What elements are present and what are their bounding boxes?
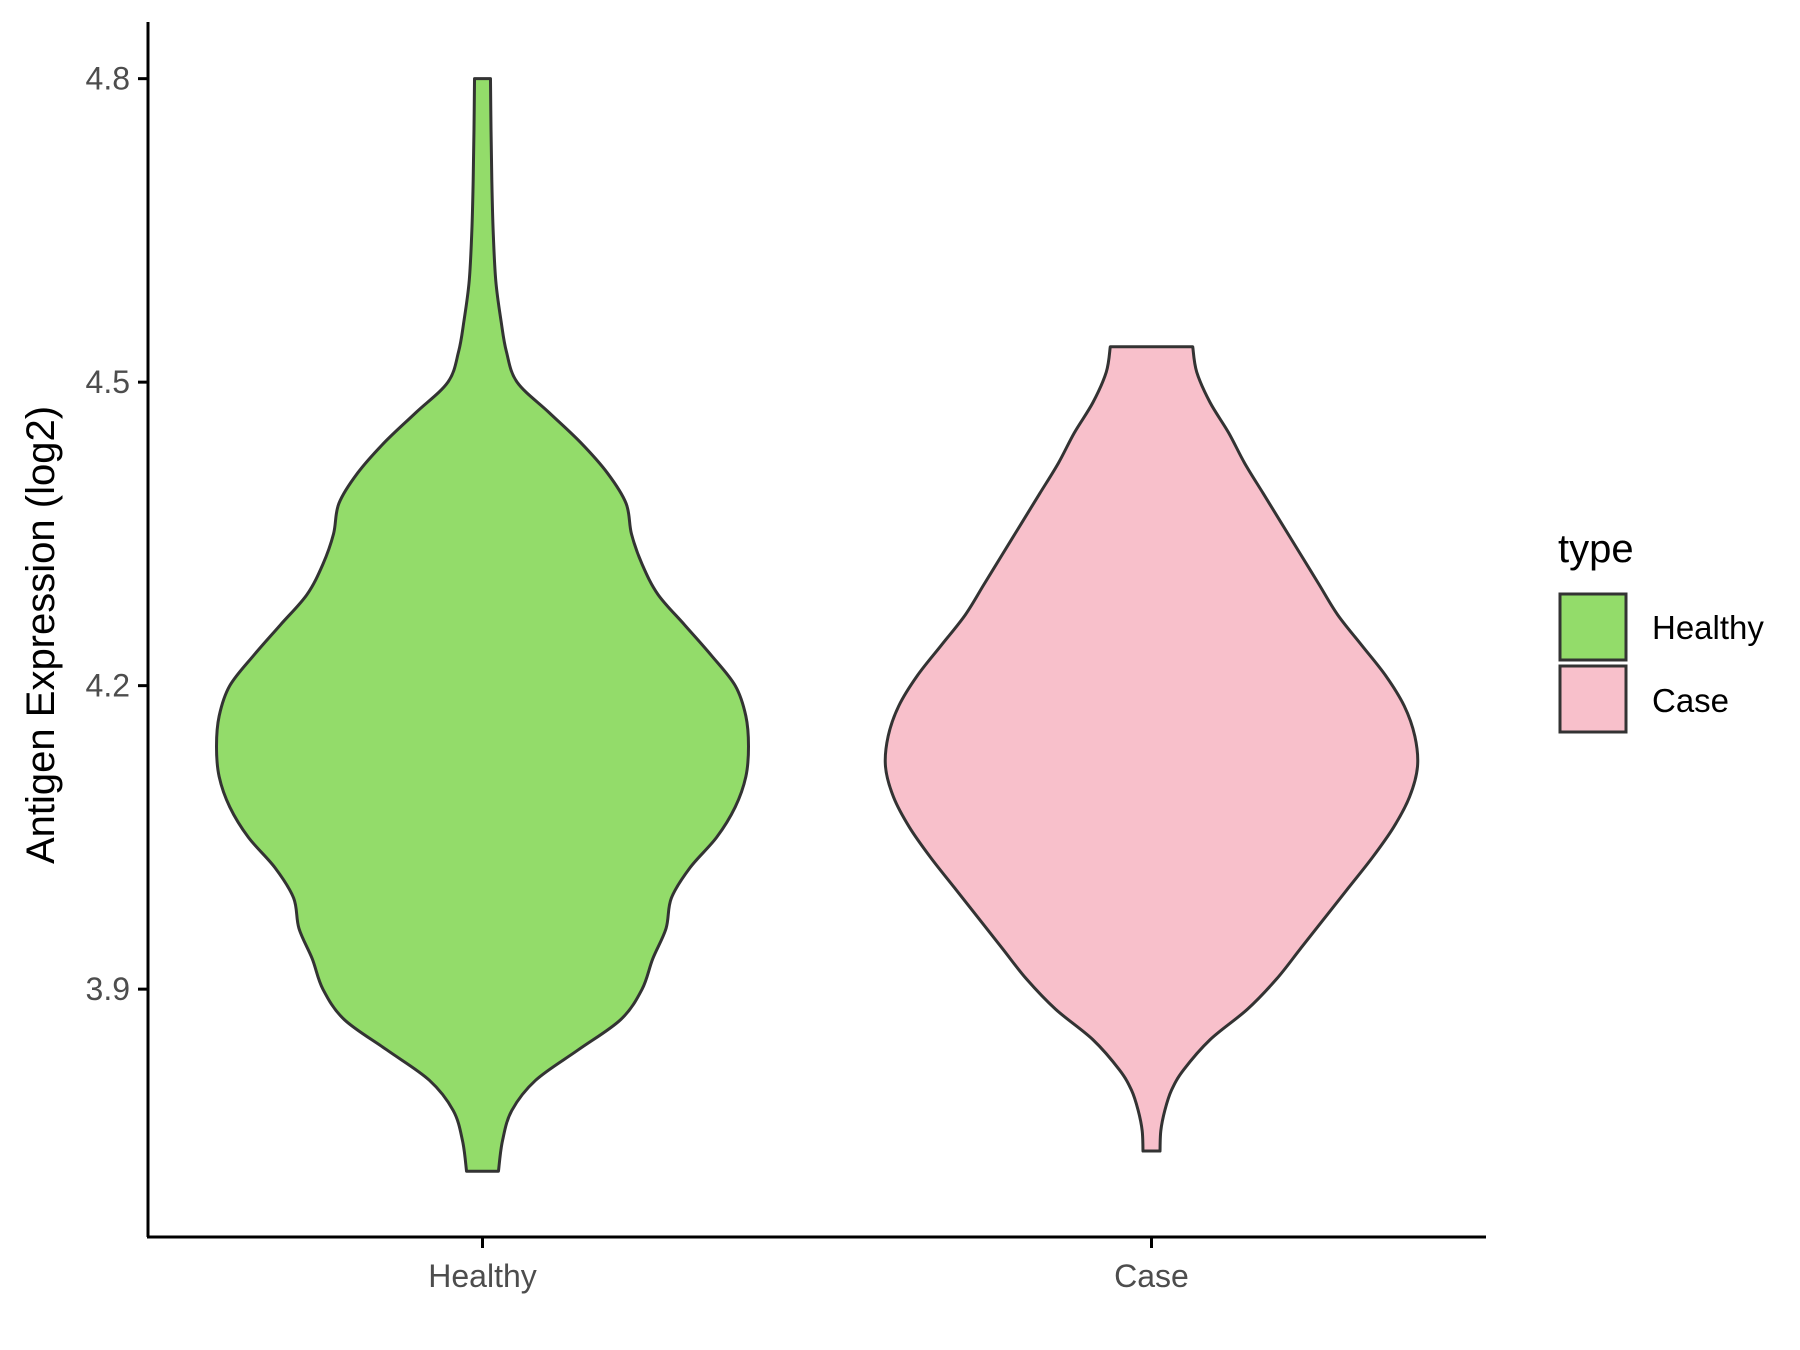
y-tick-label: 3.9 bbox=[86, 971, 130, 1007]
violin-case bbox=[883, 345, 1420, 1153]
plot-area bbox=[215, 77, 1420, 1173]
legend-swatch-case bbox=[1558, 664, 1628, 734]
y-tick-label: 4.2 bbox=[86, 668, 130, 704]
x-tick-label-healthy: Healthy bbox=[428, 1258, 537, 1294]
y-tick-label: 4.5 bbox=[86, 364, 130, 400]
legend-swatch-healthy bbox=[1558, 592, 1628, 662]
y-tick-label: 4.8 bbox=[86, 61, 130, 97]
legend-title: type bbox=[1558, 527, 1634, 571]
legend-label-case: Case bbox=[1652, 682, 1729, 719]
x-tick-label-case: Case bbox=[1114, 1258, 1189, 1294]
legend-item-case: Case bbox=[1558, 664, 1729, 734]
legend-label-healthy: Healthy bbox=[1652, 609, 1764, 646]
axes: 3.9 4.2 4.5 4.8 Healthy Case bbox=[86, 22, 1486, 1294]
violin-healthy bbox=[215, 77, 750, 1173]
y-axis-title: Antigen Expression (log2) bbox=[19, 406, 63, 864]
legend: type Healthy Case bbox=[1558, 527, 1764, 734]
legend-item-healthy: Healthy bbox=[1558, 592, 1764, 662]
